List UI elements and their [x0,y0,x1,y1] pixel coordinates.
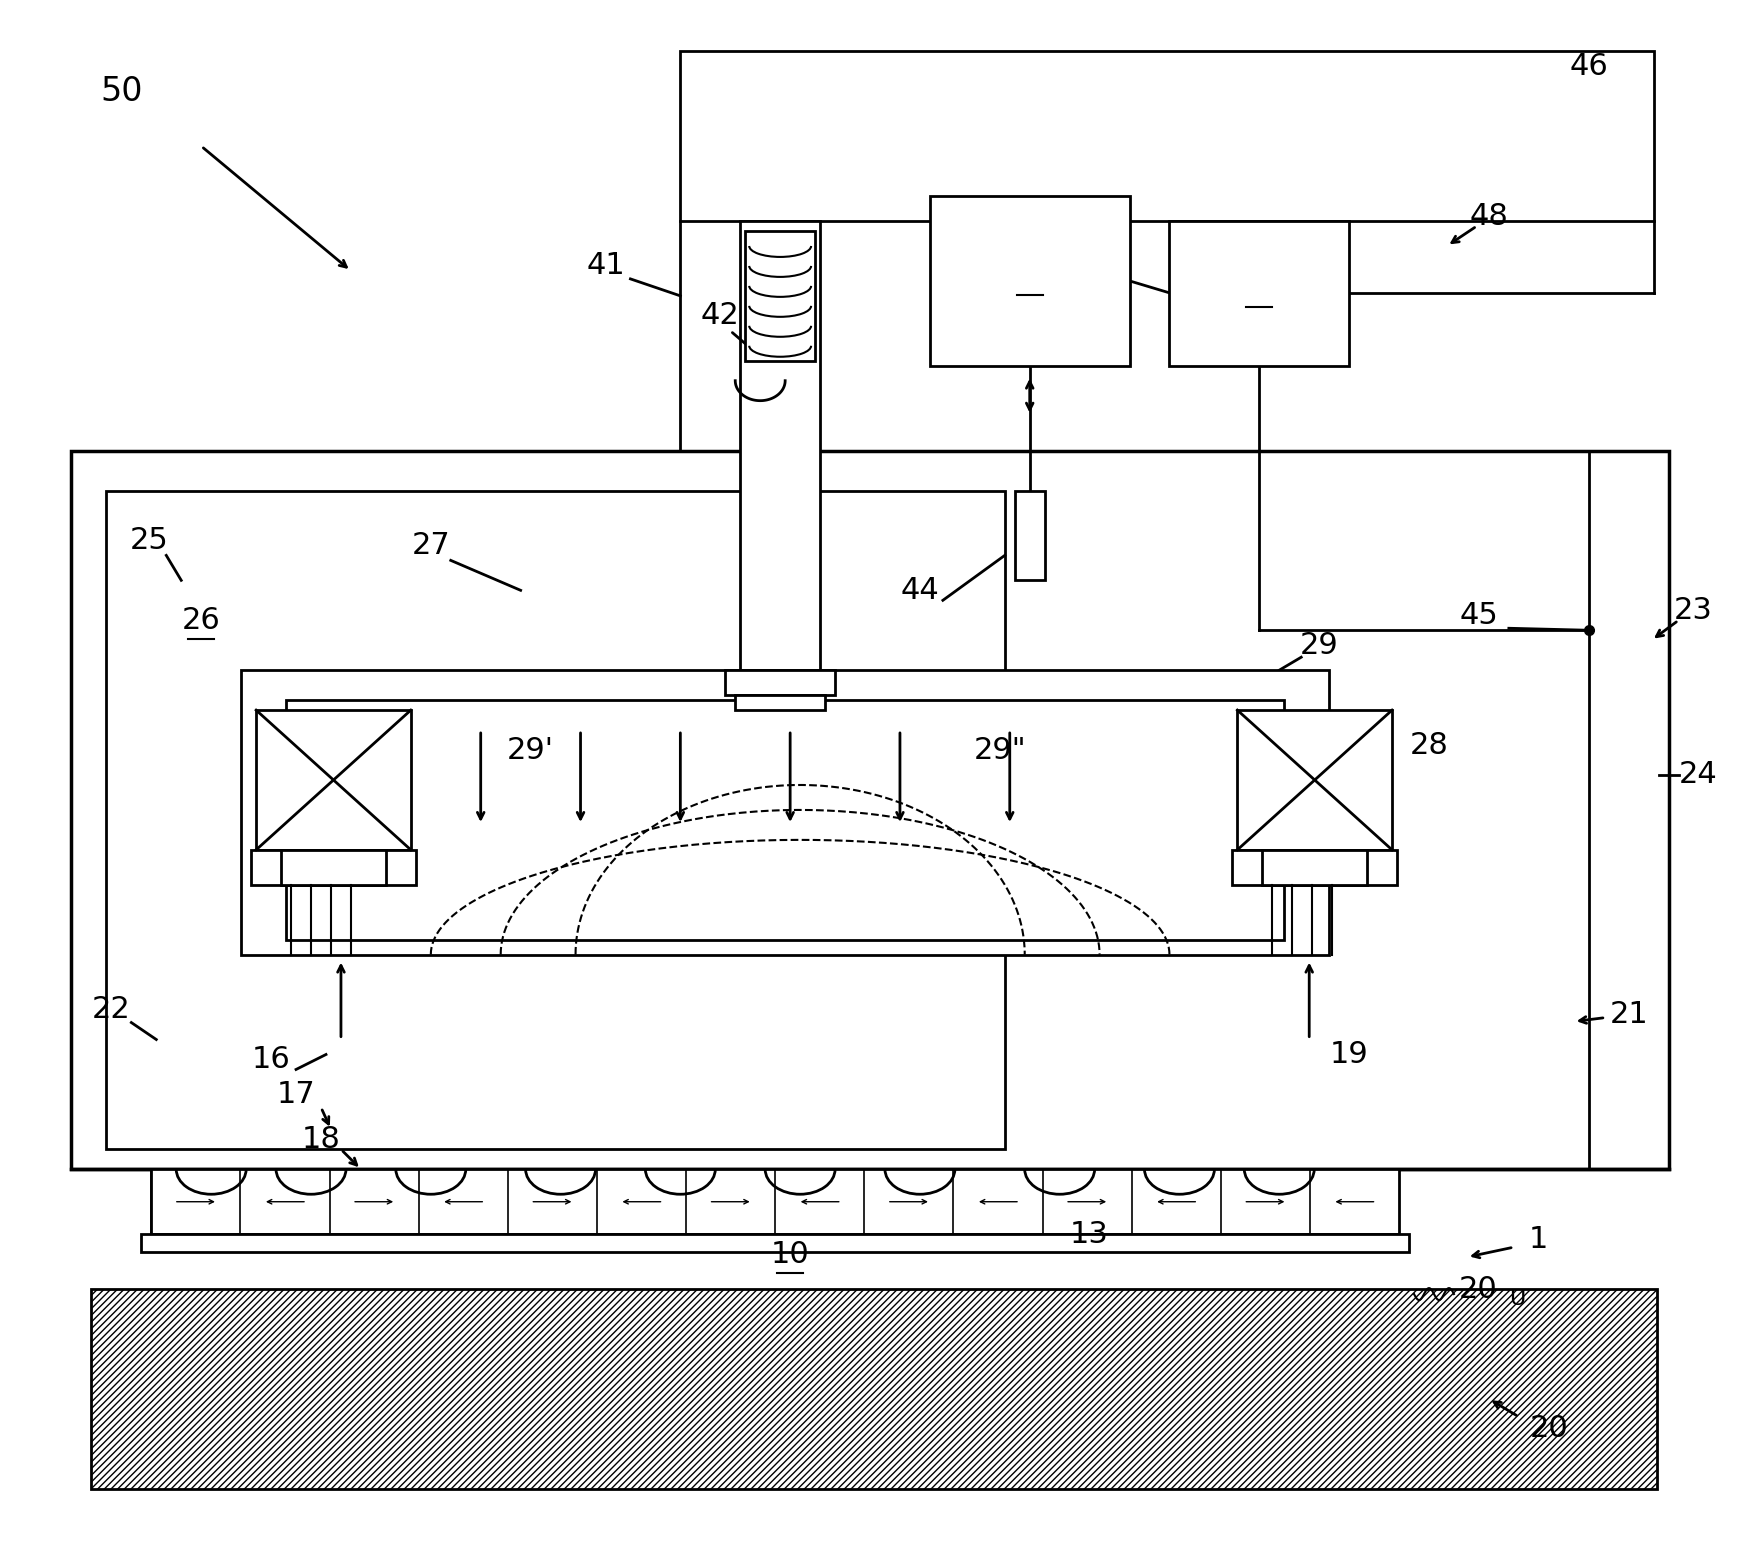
Bar [725,671,836,695]
Text: 22: 22 [93,995,131,1024]
Bar [736,695,825,711]
Bar [930,196,1129,366]
Text: 18: 18 [302,1125,341,1154]
Bar [142,1234,1409,1251]
Text: 50: 50 [100,74,143,108]
Text: 17: 17 [276,1080,315,1109]
Bar [281,850,386,885]
Bar [241,671,1328,955]
Bar [107,490,1005,1149]
Bar [257,711,411,850]
Text: 44: 44 [900,576,939,604]
Bar [739,221,820,671]
Text: 26: 26 [182,606,220,635]
Text: 41: 41 [586,252,624,280]
Bar [252,850,416,885]
Text: 20: 20 [1460,1275,1498,1304]
Text: 27: 27 [411,531,451,559]
Bar [1238,711,1391,850]
Bar [72,451,1669,1170]
Text: 28: 28 [1409,731,1449,760]
Text: 29': 29' [507,735,554,765]
Text: 48: 48 [1470,201,1509,230]
Bar [152,1170,1398,1234]
Text: 19: 19 [1330,1040,1369,1069]
Text: 45: 45 [1460,601,1498,630]
Text: 23: 23 [1675,596,1713,624]
Bar [1169,221,1349,366]
Text: 43: 43 [1010,261,1049,290]
Text: 47: 47 [1239,273,1280,303]
Text: 24: 24 [1680,760,1718,789]
Bar [680,51,1654,221]
Text: 42: 42 [701,301,739,331]
Bar [1016,490,1045,581]
Text: 16: 16 [252,1044,290,1074]
Text: U: U [1509,1289,1524,1309]
Text: 13: 13 [1070,1219,1108,1248]
Bar [1232,850,1397,885]
Bar [287,700,1285,939]
Text: 20: 20 [1530,1414,1568,1443]
Text: 21: 21 [1610,1000,1648,1029]
Text: 10: 10 [771,1239,809,1268]
Text: 29": 29" [974,735,1026,765]
Text: 29: 29 [1301,630,1339,660]
Text: 46: 46 [1570,53,1608,80]
Bar [1262,850,1367,885]
Text: 1: 1 [1530,1225,1549,1253]
Text: 25: 25 [129,525,168,555]
Bar [745,230,815,360]
Bar [91,1289,1657,1489]
